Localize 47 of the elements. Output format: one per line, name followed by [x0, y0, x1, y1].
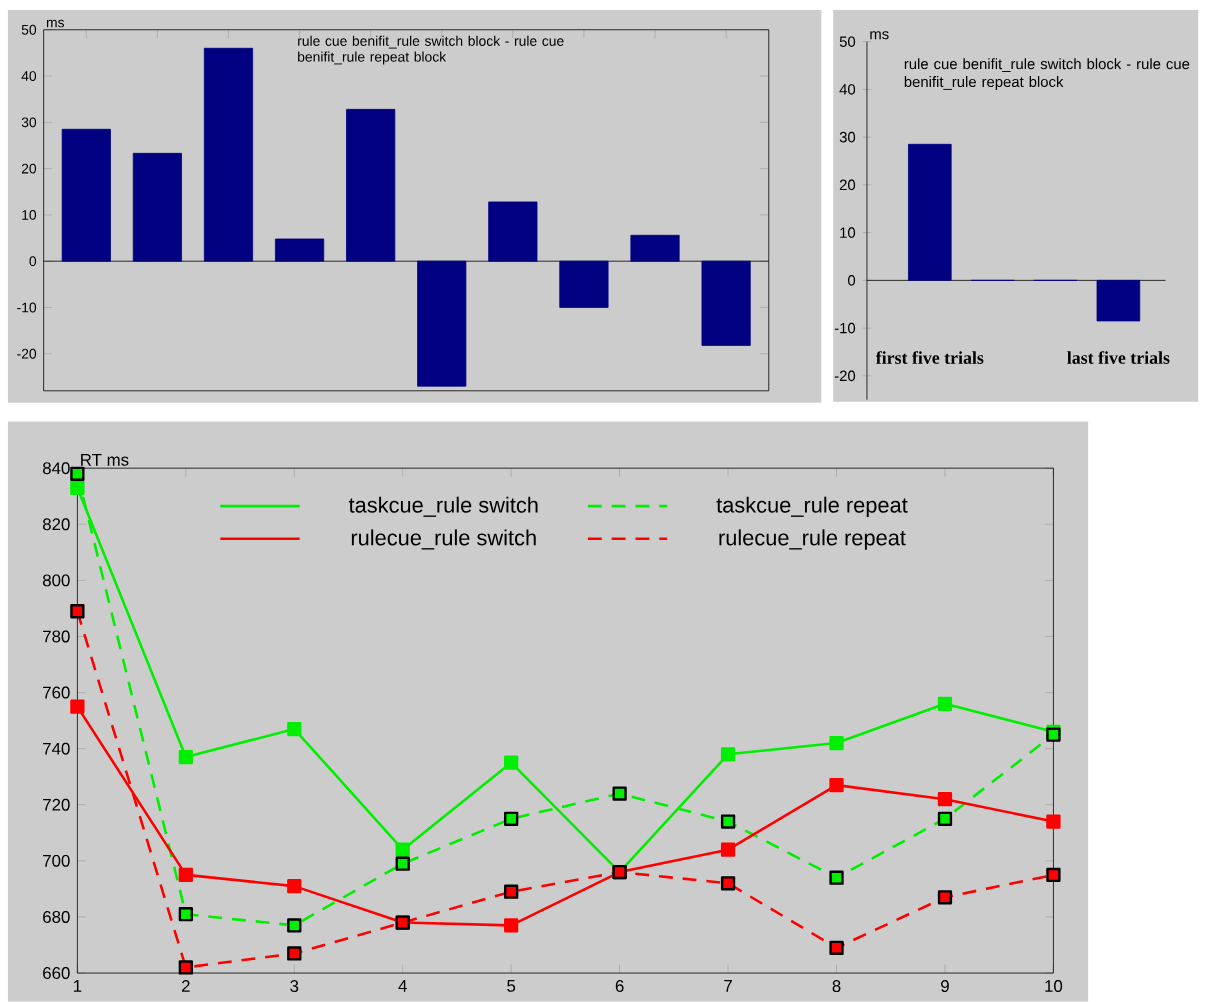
y-tick-label: -10 — [17, 302, 37, 313]
x-tick-label: 8 — [832, 980, 841, 993]
y-tick-label: -20 — [17, 348, 37, 359]
y-axis-title: ms — [870, 31, 889, 40]
y-tick-label: 10 — [22, 210, 37, 220]
y-tick-label: 760 — [43, 686, 70, 699]
x-tick-label: 5 — [507, 980, 516, 992]
y-tick-label: 50 — [839, 36, 856, 48]
x-tick-label: first five trials — [875, 351, 984, 364]
y-tick-label: 20 — [839, 179, 856, 191]
y-tick-label: 50 — [21, 24, 37, 35]
y-tick-label: 660 — [43, 967, 70, 980]
x-tick-label: 1 — [73, 980, 82, 992]
y-tick-label: 30 — [21, 117, 37, 128]
legend-label: rulecue_rule repeat — [719, 529, 906, 550]
y-tick-label: 40 — [839, 84, 856, 95]
legend-label: rulecue_rule switch — [351, 529, 536, 550]
legend-label: taskcue_rule switch — [348, 496, 538, 517]
y-tick-label: 700 — [43, 855, 70, 867]
y-axis-title: RT ms — [81, 454, 129, 466]
y-tick-label: 800 — [42, 574, 70, 587]
legend-label: taskcue_rule repeat — [716, 496, 908, 518]
text: rule cue benifit_rule switch block - rule cue benifit_rule repeat block — [298, 35, 564, 65]
x-tick-label: 10 — [1045, 980, 1063, 993]
y-axis-title: ms — [46, 19, 65, 28]
text: rule cue benifit_rule switch block - rule cue benifit_rule repeat block — [904, 58, 1190, 91]
x-tick-label: 6 — [615, 980, 624, 993]
y-tick-label: 720 — [43, 798, 70, 811]
x-tick-label: 2 — [181, 980, 190, 992]
y-tick-label: 30 — [839, 131, 856, 143]
y-tick-label: 840 — [42, 462, 70, 475]
x-tick-label: 7 — [724, 980, 732, 992]
y-tick-label: 0 — [29, 256, 37, 267]
y-tick-label: 780 — [43, 630, 70, 643]
y-tick-label: 820 — [42, 518, 70, 531]
x-tick-label: 3 — [290, 980, 299, 993]
y-tick-label: 10 — [840, 227, 856, 238]
y-tick-label: 20 — [21, 163, 37, 174]
x-tick-label: 4 — [398, 980, 407, 992]
y-tick-label: 740 — [43, 742, 70, 755]
y-tick-label: 0 — [848, 275, 856, 286]
x-tick-label: last five trials — [1067, 351, 1170, 364]
y-tick-label: -10 — [834, 322, 856, 334]
y-tick-label: 680 — [43, 911, 70, 924]
x-tick-label: 9 — [941, 980, 949, 993]
y-tick-label: 40 — [21, 71, 37, 82]
y-tick-label: -20 — [834, 370, 856, 382]
